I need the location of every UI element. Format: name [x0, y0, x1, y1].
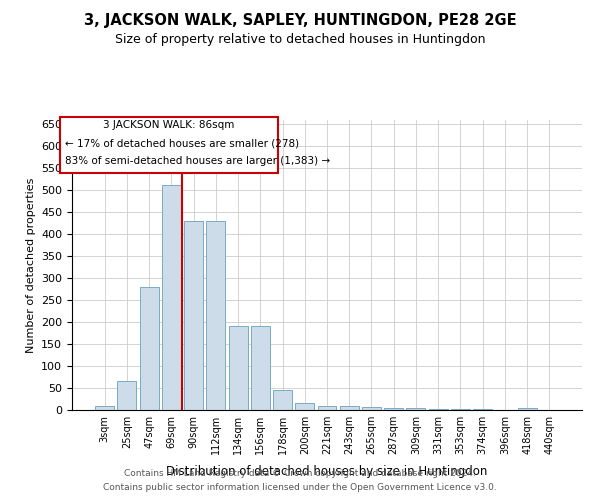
Bar [362, 407, 381, 410]
Bar [273, 390, 292, 410]
Bar [184, 221, 203, 410]
Bar [251, 326, 270, 410]
Bar [384, 408, 403, 410]
Bar [429, 408, 448, 410]
Bar [295, 404, 314, 410]
Bar [95, 406, 114, 410]
X-axis label: Distribution of detached houses by size in Huntingdon: Distribution of detached houses by size … [166, 466, 488, 478]
Bar [162, 185, 181, 410]
Bar [340, 406, 359, 410]
Bar [206, 221, 225, 410]
Text: 3 JACKSON WALK: 86sqm: 3 JACKSON WALK: 86sqm [103, 120, 235, 130]
Text: Contains public sector information licensed under the Open Government Licence v3: Contains public sector information licen… [103, 484, 497, 492]
Bar [317, 406, 337, 410]
Bar [473, 409, 492, 410]
Text: 83% of semi-detached houses are larger (1,383) →: 83% of semi-detached houses are larger (… [65, 156, 330, 166]
Bar [451, 409, 470, 410]
Y-axis label: Number of detached properties: Number of detached properties [26, 178, 35, 352]
Bar [229, 326, 248, 410]
Text: Contains HM Land Registry data © Crown copyright and database right 2024.: Contains HM Land Registry data © Crown c… [124, 468, 476, 477]
FancyBboxPatch shape [60, 117, 278, 172]
Bar [140, 287, 158, 410]
Bar [518, 408, 536, 410]
Text: ← 17% of detached houses are smaller (278): ← 17% of detached houses are smaller (27… [65, 138, 299, 148]
Text: 3, JACKSON WALK, SAPLEY, HUNTINGDON, PE28 2GE: 3, JACKSON WALK, SAPLEY, HUNTINGDON, PE2… [83, 12, 517, 28]
Bar [118, 382, 136, 410]
Text: Size of property relative to detached houses in Huntingdon: Size of property relative to detached ho… [115, 32, 485, 46]
Bar [406, 408, 425, 410]
